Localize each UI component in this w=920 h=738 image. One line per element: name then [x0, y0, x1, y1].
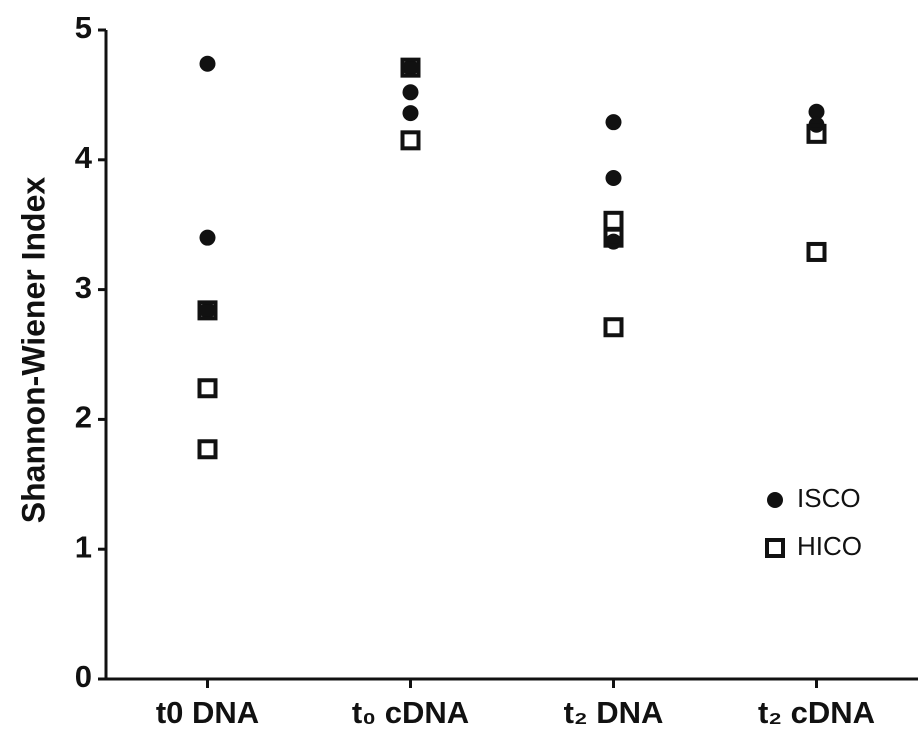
point — [199, 302, 216, 319]
point — [199, 55, 216, 72]
point — [603, 210, 624, 231]
y-tick-label: 3 — [75, 270, 92, 305]
y-tick-label: 2 — [75, 400, 92, 435]
point — [197, 378, 218, 399]
point — [400, 130, 421, 151]
x-tick-label: t₂ DNA — [564, 695, 664, 730]
point — [605, 169, 622, 186]
point — [402, 59, 419, 76]
point — [199, 229, 216, 246]
x-tick-label: t0 DNA — [156, 695, 259, 730]
y-tick-label: 4 — [75, 140, 93, 175]
point — [603, 227, 624, 248]
point — [402, 105, 419, 122]
point — [806, 241, 827, 262]
point — [605, 114, 622, 131]
point — [400, 57, 421, 78]
x-tick-label: t₂ cDNA — [758, 695, 875, 730]
y-axis-label: Shannon-Wiener Index — [15, 177, 51, 524]
point — [402, 84, 419, 101]
legend-label: HICO — [797, 531, 862, 561]
legend-marker — [765, 538, 785, 558]
point — [603, 317, 624, 338]
legend-label: ISCO — [797, 483, 861, 513]
y-tick-label: 0 — [75, 659, 92, 694]
y-tick-label: 5 — [75, 10, 92, 45]
legend-marker — [767, 492, 783, 508]
point — [197, 300, 218, 321]
point — [808, 103, 825, 120]
point — [806, 123, 827, 144]
x-tick-label: t₀ cDNA — [352, 695, 469, 730]
y-tick-label: 1 — [75, 529, 92, 564]
point — [197, 439, 218, 460]
